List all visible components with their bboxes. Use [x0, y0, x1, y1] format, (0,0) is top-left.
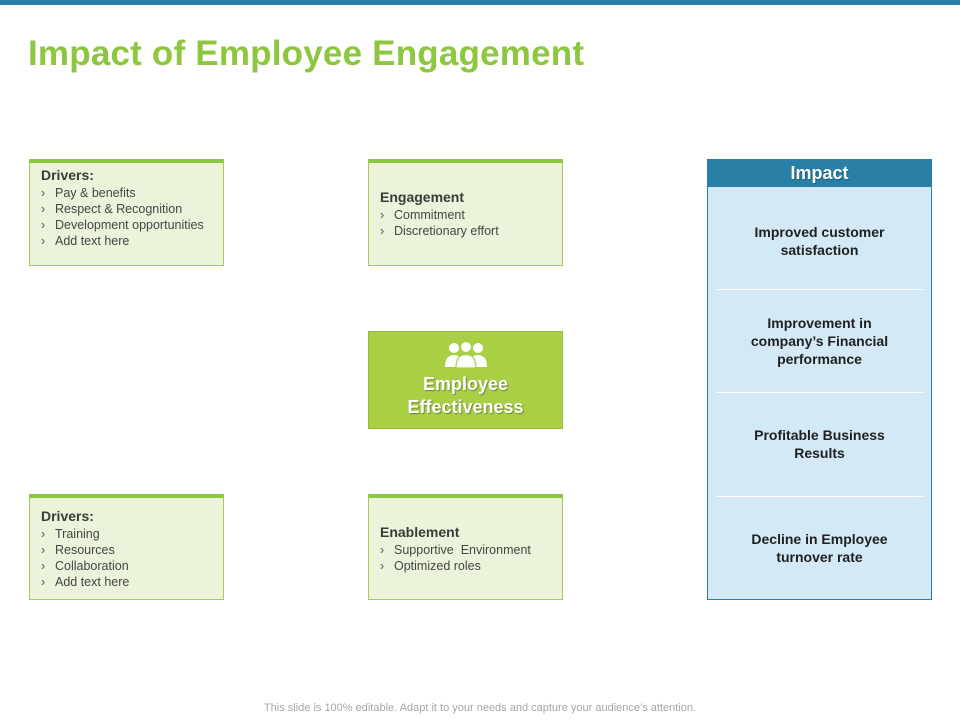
list-item: › Training [41, 527, 100, 541]
chevron-right-icon: › [41, 234, 46, 248]
list-item: › Supportive Environment [380, 543, 531, 557]
chevron-right-icon: › [380, 543, 385, 557]
impact-item: Decline in Employee turnover rate [751, 531, 888, 565]
impact-panel: Impact Improved customer satisfaction Im… [707, 159, 932, 600]
engagement-card: Engagement › Commitment › Discretionary ef… [368, 159, 563, 266]
footer-note: This slide is 100% editable. Adapt it to… [263, 702, 697, 714]
list-item: › Pay & benefits [41, 186, 136, 200]
enablement-card: Enablement › Supportive Environment › Opti… [368, 494, 563, 600]
list-item: › Add text here [41, 234, 130, 248]
chevron-right-icon: › [380, 208, 385, 222]
chevron-right-icon: › [380, 559, 385, 573]
employee-effectiveness-label: Employee Effectiveness [407, 374, 524, 417]
chevron-right-icon: › [41, 527, 46, 541]
employee-effectiveness-box: Employee Effectiveness [368, 331, 563, 429]
chevron-right-icon: › [380, 224, 385, 238]
list-item: › Resources [41, 543, 115, 557]
chevron-right-icon: › [41, 218, 46, 232]
list-item: › Add text here [41, 575, 130, 589]
drivers-card-top: Drivers: › Pay & benefits › Respect & Reco… [29, 159, 224, 266]
divider [716, 289, 923, 290]
list-item: › Commitment [380, 208, 465, 222]
impact-item: Profitable Business Results [754, 427, 885, 461]
list-item: › Discretionary effort [380, 224, 499, 238]
impact-header: Impact [708, 160, 931, 187]
list-item: › Respect & Recognition [41, 202, 183, 216]
list-item: › Collaboration [41, 559, 129, 573]
chevron-right-icon: › [41, 186, 46, 200]
top-accent-bar [0, 0, 960, 5]
impact-item: Improvement in company’s Financial perfo… [750, 315, 889, 367]
page-title: Impact of Employee Engagement [28, 34, 585, 73]
engagement-list: › Commitment › Discretionary effort [380, 207, 551, 239]
chevron-right-icon: › [41, 543, 46, 557]
drivers-list: › Pay & benefits › Respect & Recognition ›… [41, 185, 212, 249]
engagement-title: Engagement [380, 189, 465, 205]
drivers-card-bottom: Drivers: › Training › Resources › Collabora… [29, 494, 224, 600]
list-item: › Optimized roles [380, 559, 481, 573]
drivers-title: Drivers: [41, 508, 94, 524]
chevron-right-icon: › [41, 202, 46, 216]
impact-item: Improved customer satisfaction [754, 224, 885, 258]
list-item: › Development opportunities [41, 218, 204, 232]
divider [716, 392, 923, 393]
enablement-title: Enablement [380, 524, 460, 540]
chevron-right-icon: › [41, 575, 46, 589]
drivers-title: Drivers: [41, 167, 94, 183]
enablement-list: › Supportive Environment › Optimized roles [380, 542, 551, 574]
chevron-right-icon: › [41, 559, 46, 573]
people-group-icon [444, 341, 487, 369]
divider [716, 496, 923, 497]
drivers-list: › Training › Resources › Collaboration › Add… [41, 526, 212, 590]
